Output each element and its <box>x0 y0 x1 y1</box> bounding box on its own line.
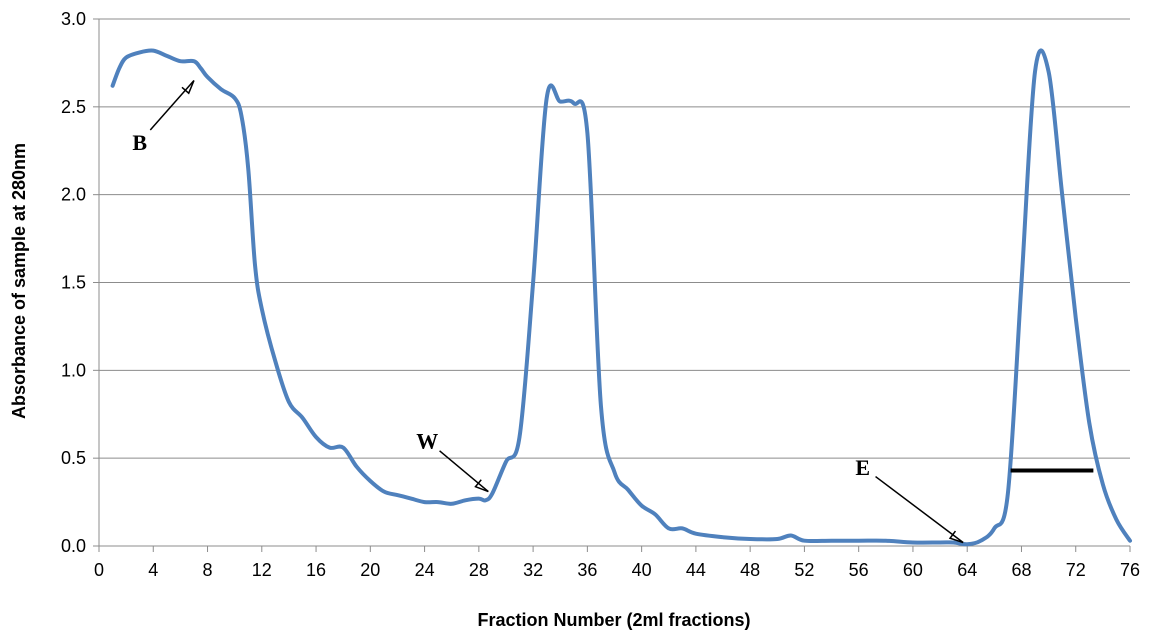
x-tick-label: 36 <box>577 560 597 580</box>
y-tick-label: 1.5 <box>61 273 86 293</box>
annotation-arrow <box>875 475 964 544</box>
annotation-arrow <box>149 79 195 131</box>
gridlines <box>99 18 1130 459</box>
x-tick-label: 48 <box>740 560 760 580</box>
x-tick-label: 4 <box>148 560 158 580</box>
x-tick-label: 16 <box>306 560 326 580</box>
x-tick-label: 72 <box>1066 560 1086 580</box>
x-tick-label: 52 <box>794 560 814 580</box>
series-line <box>110 48 1132 547</box>
axes <box>93 18 1131 552</box>
x-tick-label: 24 <box>415 560 435 580</box>
x-tick-label: 20 <box>360 560 380 580</box>
y-tick-label: 0.5 <box>61 448 86 468</box>
y-axis-title: Absorbance of sample at 280nm <box>9 143 29 419</box>
x-tick-label: 44 <box>686 560 706 580</box>
series-layer <box>110 48 1132 547</box>
annotation-arrowhead <box>948 530 964 544</box>
x-axis-title: Fraction Number (2ml fractions) <box>477 610 750 630</box>
x-tick-labels: 0 4 8 12 16 20 24 28 32 36 40 44 48 52 56 60 64 68 72 76 <box>94 560 1140 580</box>
y-tick-label: 3.0 <box>61 9 86 29</box>
annotations: B W E <box>132 79 964 544</box>
x-tick-label: 0 <box>94 560 104 580</box>
x-tick-label: 32 <box>523 560 543 580</box>
x-tick-label: 12 <box>252 560 272 580</box>
annotation-label: W <box>416 429 438 454</box>
x-tick-label: 60 <box>903 560 923 580</box>
annotation-label: E <box>855 455 870 480</box>
y-tick-labels: 0.0 0.5 1.0 1.5 2.0 2.5 3.0 <box>61 9 86 556</box>
annotation-arrowhead <box>181 80 195 95</box>
x-tick-label: 64 <box>957 560 977 580</box>
y-tick-label: 2.5 <box>61 97 86 117</box>
annotation-label: B <box>132 130 147 155</box>
x-tick-label: 68 <box>1011 560 1031 580</box>
x-tick-label: 8 <box>203 560 213 580</box>
x-tick-label: 28 <box>469 560 489 580</box>
x-tick-label: 76 <box>1120 560 1140 580</box>
annotation-arrow <box>439 450 489 493</box>
x-tick-label: 40 <box>632 560 652 580</box>
y-tick-label: 2.0 <box>61 185 86 205</box>
x-tick-label: 56 <box>849 560 869 580</box>
y-tick-label: 0.0 <box>61 536 86 556</box>
annotation-arrowhead <box>474 479 489 493</box>
y-tick-label: 1.0 <box>61 360 86 380</box>
